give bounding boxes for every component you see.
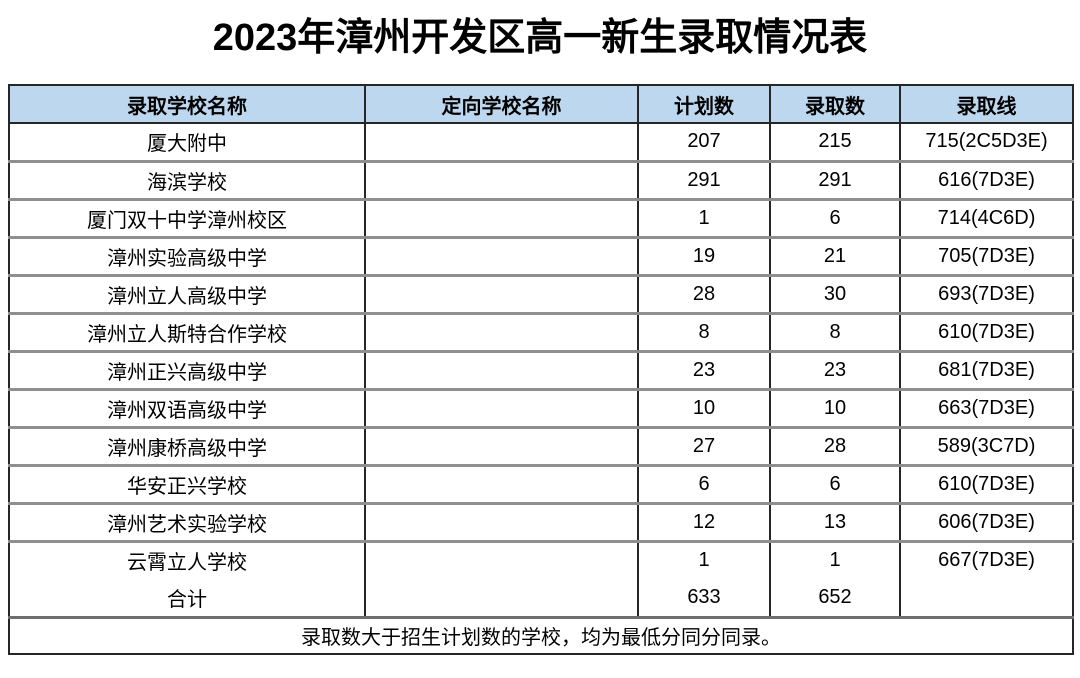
total-admitted-count-cell: 652 — [769, 579, 900, 617]
school-name-cell: 漳州康桥高级中学 — [8, 425, 365, 465]
table-row: 漳州康桥高级中学 27 28 589(3C7D) — [8, 425, 1073, 465]
column-header-directed-school: 定向学校名称 — [364, 85, 638, 124]
admitted-count-cell: 291 — [769, 159, 900, 199]
plan-count-cell: 1 — [637, 539, 770, 579]
directed-school-cell — [364, 273, 638, 313]
cutoff-line-cell: 663(7D3E) — [899, 387, 1073, 427]
plan-count-cell: 12 — [637, 501, 770, 541]
directed-school-cell — [364, 349, 638, 389]
school-name-cell: 厦大附中 — [8, 123, 365, 161]
plan-count-cell: 19 — [637, 235, 770, 275]
cutoff-line-cell: 606(7D3E) — [899, 501, 1073, 541]
plan-count-cell: 23 — [637, 349, 770, 389]
cutoff-line-cell: 610(7D3E) — [899, 463, 1073, 503]
table-header: 录取学校名称 定向学校名称 计划数 录取数 录取线 — [8, 85, 1073, 124]
admitted-count-cell: 28 — [769, 425, 900, 465]
admitted-count-cell: 13 — [769, 501, 900, 541]
plan-count-cell: 207 — [637, 123, 770, 161]
cutoff-line-cell: 715(2C5D3E) — [899, 123, 1073, 161]
cutoff-line-cell: 705(7D3E) — [899, 235, 1073, 275]
directed-school-cell — [364, 159, 638, 199]
column-header-plan-count: 计划数 — [637, 85, 770, 124]
column-header-cutoff-line: 录取线 — [899, 85, 1073, 124]
school-name-cell: 漳州实验高级中学 — [8, 235, 365, 275]
cutoff-line-cell: 589(3C7D) — [899, 425, 1073, 465]
admitted-count-cell: 23 — [769, 349, 900, 389]
total-plan-count-cell: 633 — [637, 579, 770, 617]
directed-school-cell — [364, 197, 638, 237]
admitted-count-cell: 21 — [769, 235, 900, 275]
total-label-cell: 合计 — [8, 579, 365, 617]
school-name-cell: 漳州立人高级中学 — [8, 273, 365, 313]
cutoff-line-cell: 616(7D3E) — [899, 159, 1073, 199]
plan-count-cell: 28 — [637, 273, 770, 313]
school-name-cell: 厦门双十中学漳州校区 — [8, 197, 365, 237]
total-row: 合计 633 652 — [8, 579, 1073, 617]
footnote-text: 录取数大于招生计划数的学校，均为最低分同分同录。 — [9, 615, 1073, 654]
table-row: 海滨学校 291 291 616(7D3E) — [8, 159, 1073, 199]
table-body: 厦大附中 207 215 715(2C5D3E) 海滨学校 291 291 61… — [8, 123, 1073, 579]
cutoff-line-cell: 693(7D3E) — [899, 273, 1073, 313]
directed-school-cell — [364, 311, 638, 351]
table-summary: 合计 633 652 录取数大于招生计划数的学校，均为最低分同分同录。 — [8, 579, 1073, 654]
plan-count-cell: 6 — [637, 463, 770, 503]
table-row: 华安正兴学校 6 6 610(7D3E) — [8, 463, 1073, 503]
school-name-cell: 漳州双语高级中学 — [8, 387, 365, 427]
directed-school-cell — [364, 123, 638, 161]
table-row: 漳州立人高级中学 28 30 693(7D3E) — [8, 273, 1073, 313]
cutoff-line-cell: 681(7D3E) — [899, 349, 1073, 389]
cutoff-line-cell: 667(7D3E) — [899, 539, 1073, 579]
total-directed-cell — [364, 579, 638, 617]
table-row: 漳州立人斯特合作学校 8 8 610(7D3E) — [8, 311, 1073, 351]
plan-count-cell: 10 — [637, 387, 770, 427]
footnote-row: 录取数大于招生计划数的学校，均为最低分同分同录。 — [9, 615, 1073, 654]
table-row: 漳州艺术实验学校 12 13 606(7D3E) — [8, 501, 1073, 541]
admitted-count-cell: 8 — [769, 311, 900, 351]
directed-school-cell — [364, 463, 638, 503]
school-name-cell: 漳州正兴高级中学 — [8, 349, 365, 389]
admitted-count-cell: 30 — [769, 273, 900, 313]
cutoff-line-cell: 610(7D3E) — [899, 311, 1073, 351]
directed-school-cell — [364, 387, 638, 427]
table-row: 漳州正兴高级中学 23 23 681(7D3E) — [8, 349, 1073, 389]
plan-count-cell: 1 — [637, 197, 770, 237]
column-header-admitted-count: 录取数 — [769, 85, 900, 124]
admitted-count-cell: 6 — [769, 463, 900, 503]
admitted-count-cell: 6 — [769, 197, 900, 237]
page-title: 2023年漳州开发区高一新生录取情况表 — [212, 17, 868, 59]
table-row: 漳州双语高级中学 10 10 663(7D3E) — [8, 387, 1073, 427]
directed-school-cell — [364, 501, 638, 541]
cutoff-line-cell: 714(4C6D) — [899, 197, 1073, 237]
column-header-school: 录取学校名称 — [8, 85, 365, 124]
school-name-cell: 华安正兴学校 — [8, 463, 365, 503]
table-row: 漳州实验高级中学 19 21 705(7D3E) — [8, 235, 1073, 275]
admitted-count-cell: 10 — [769, 387, 900, 427]
total-cutoff-cell — [899, 579, 1073, 617]
plan-count-cell: 291 — [637, 159, 770, 199]
directed-school-cell — [364, 425, 638, 465]
admitted-count-cell: 215 — [769, 123, 900, 161]
table-row: 厦大附中 207 215 715(2C5D3E) — [8, 123, 1073, 161]
school-name-cell: 漳州艺术实验学校 — [8, 501, 365, 541]
admission-table: 录取学校名称 定向学校名称 计划数 录取数 录取线 厦大附中 207 215 7… — [8, 84, 1074, 655]
school-name-cell: 漳州立人斯特合作学校 — [8, 311, 365, 351]
school-name-cell: 云霄立人学校 — [8, 539, 365, 579]
table-row: 云霄立人学校 1 1 667(7D3E) — [8, 539, 1073, 579]
table-row: 厦门双十中学漳州校区 1 6 714(4C6D) — [8, 197, 1073, 237]
directed-school-cell — [364, 235, 638, 275]
admitted-count-cell: 1 — [769, 539, 900, 579]
plan-count-cell: 27 — [637, 425, 770, 465]
header-row: 录取学校名称 定向学校名称 计划数 录取数 录取线 — [8, 85, 1073, 124]
school-name-cell: 海滨学校 — [8, 159, 365, 199]
directed-school-cell — [364, 539, 638, 579]
plan-count-cell: 8 — [637, 311, 770, 351]
